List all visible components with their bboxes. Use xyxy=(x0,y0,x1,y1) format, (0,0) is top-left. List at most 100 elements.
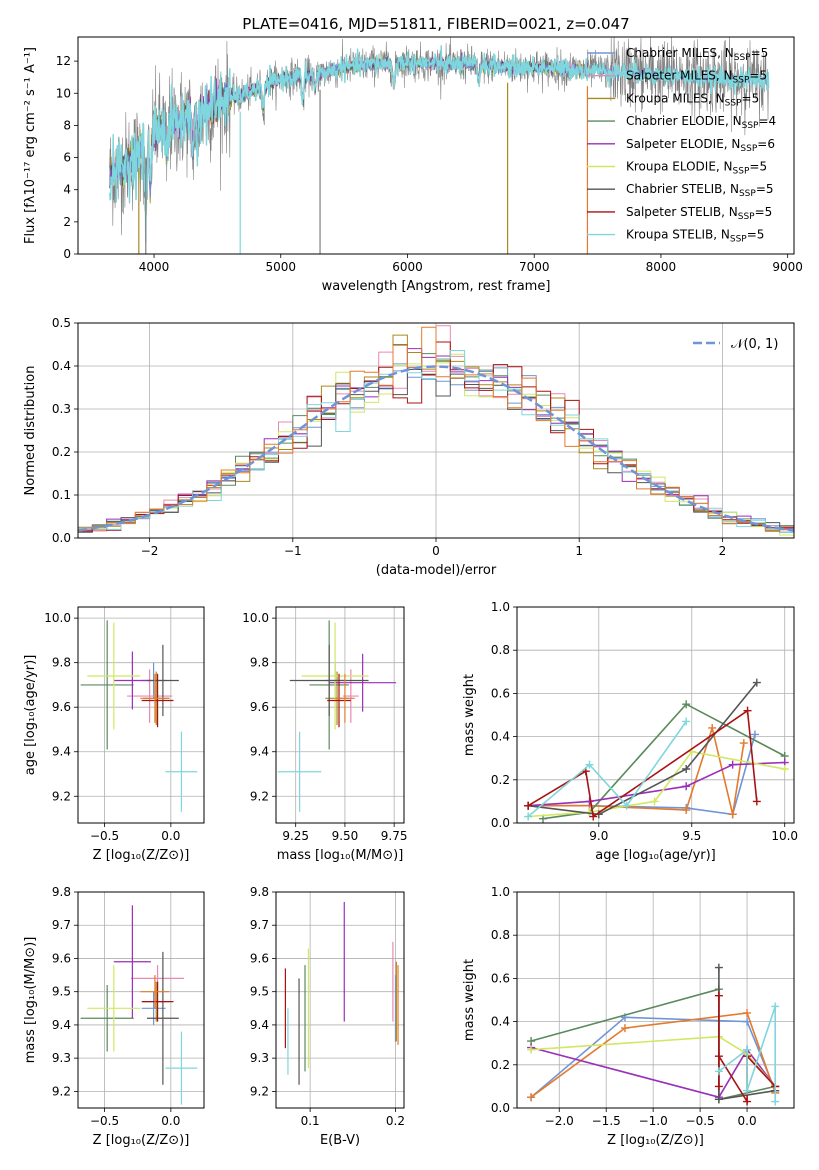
legend-label: Chabrier STELIB, N xyxy=(626,182,739,196)
weight-point-orange xyxy=(743,1008,752,1017)
legend-entry-normal: 𝒩(0, 1) xyxy=(731,337,778,352)
legend-suffix: =5 xyxy=(749,160,767,174)
errorbar-point-pink xyxy=(342,669,359,723)
errorbar-point-purple xyxy=(113,651,151,710)
y-tick-label: 0.0 xyxy=(491,1101,510,1115)
x-tick-label: −1 xyxy=(284,544,302,558)
y-tick-label: 9.2 xyxy=(52,789,71,803)
y-tick-label: 9.8 xyxy=(250,885,269,899)
legend-suffix: =6 xyxy=(757,137,775,151)
x-tick-label: 9000 xyxy=(772,260,803,274)
panel-weight_vs_age: 9.0 9.5 10.0 0.0 0.2 0.4 0.6 0.8 1.0 age [log₁₀(a… xyxy=(462,600,798,863)
x-tick-label: 8000 xyxy=(646,260,677,274)
x-axis-label: Z [log₁₀(Z/Z⊙)] xyxy=(93,848,190,863)
weight-point-cyan xyxy=(585,760,594,769)
plot-area-spectrum xyxy=(109,37,770,254)
x-tick-label: 9.5 xyxy=(682,829,701,843)
weight-point-darkgray xyxy=(714,1095,723,1104)
x-axis-label: Z [log₁₀(Z/Z⊙)] xyxy=(93,1133,190,1148)
y-tick-label: 0.3 xyxy=(52,402,71,416)
x-axis-label: Z [log₁₀(Z/Z⊙)] xyxy=(607,1133,704,1148)
y-tick-label: 9.5 xyxy=(52,985,71,999)
panel-residuals: −2 −1 0 1 2 0.0 0.1 0.2 0.3 0.4 0.5 (data-model)/er… xyxy=(23,316,795,578)
errorbar-point-yellowgreen xyxy=(87,622,141,730)
legend-sub: SSP xyxy=(733,76,750,86)
panel-mass_vs_ebv: 0.1 0.2 9.2 9.3 9.4 9.5 9.6 9.7 9.8 E(B-V) xyxy=(250,885,405,1148)
y-tick-label: 6 xyxy=(63,151,71,165)
histogram-cyan xyxy=(78,350,794,538)
weight-point-darkred xyxy=(752,797,761,806)
x-tick-label: 0.1 xyxy=(301,1114,320,1128)
plot-area-mass_vs_Z xyxy=(80,905,198,1105)
legend-label: Chabrier ELODIE, N xyxy=(626,114,742,128)
histogram-orange xyxy=(78,326,794,538)
weight-point-darkgray xyxy=(714,963,723,972)
y-tick-label: 9.6 xyxy=(250,951,269,965)
weight-point-darkred xyxy=(589,812,598,821)
y-tick-label: 0.5 xyxy=(52,316,71,330)
y-tick-label: 4 xyxy=(63,183,71,197)
grid-mass_vs_Z xyxy=(78,891,204,1108)
plot-area-weight_vs_Z xyxy=(527,963,780,1106)
x-tick-label: 9.0 xyxy=(589,829,608,843)
errorbar-point-cyan xyxy=(277,731,322,812)
y-tick-label: 0.0 xyxy=(491,816,510,830)
weight-point-cyan xyxy=(771,1097,780,1106)
axes-frame xyxy=(516,606,795,824)
axes-frame xyxy=(77,891,205,1109)
x-tick-label: 2 xyxy=(719,544,727,558)
legend-entry-2: Kroupa MILES, NSSP=5 xyxy=(626,91,759,108)
model-spectrum-cyan xyxy=(109,45,770,243)
weight-point-yellowgreen xyxy=(650,797,659,806)
weight-point-yellowgreen xyxy=(780,765,789,773)
legend-suffix: =5 xyxy=(751,46,769,60)
grid-mass_vs_ebv xyxy=(276,891,404,1108)
axes-frame xyxy=(275,606,405,824)
errorbar-point-purple xyxy=(329,653,397,712)
y-tick-label: 9.2 xyxy=(250,789,269,803)
y-tick-label: 2 xyxy=(63,215,71,229)
plot-area-mass_vs_ebv xyxy=(284,901,399,1085)
errorbar-point-cyan xyxy=(165,1031,198,1105)
weight-point-cyan xyxy=(622,801,631,810)
x-tick-label: 10.0 xyxy=(771,829,798,843)
errorbar-point-cyan xyxy=(165,731,198,812)
x-tick-label: −0.5 xyxy=(90,1114,119,1128)
weight-point-darkgray xyxy=(682,765,691,773)
x-axis-label: (data-model)/error xyxy=(376,563,497,578)
y-tick-label: 9.5 xyxy=(250,985,269,999)
panel-age_vs_Z: −0.5 0.0 9.2 9.4 9.6 9.8 10.0 Z [log₁₀(Z/Z⊙)] ag… xyxy=(23,606,205,863)
errorbar-point-darkgray xyxy=(289,644,369,717)
y-tick-label: 8 xyxy=(63,118,71,132)
legend-label: Salpeter MILES, N xyxy=(626,69,733,83)
legend-suffix: =5 xyxy=(742,91,760,105)
x-tick-label: 7000 xyxy=(519,260,550,274)
errorbar-point-yellowgreen xyxy=(301,622,369,730)
y-tick-label: 9.3 xyxy=(250,1051,269,1065)
y-tick-label: 0.4 xyxy=(491,730,510,744)
weight-point-cyan xyxy=(682,717,691,726)
y-axis-label: mass weight xyxy=(462,959,477,1041)
weight-point-orange xyxy=(708,723,717,732)
y-tick-label: 0.2 xyxy=(491,773,510,787)
y-tick-label: 0.4 xyxy=(52,359,71,373)
weight-point-green xyxy=(682,700,691,709)
axes-frame xyxy=(77,606,205,824)
legend-entry-8: Kroupa STELIB, NSSP=5 xyxy=(626,228,764,245)
y-axis-label: Flux [fλ10⁻¹⁷ erg cm⁻² s⁻¹ A⁻¹] xyxy=(23,47,38,244)
x-tick-label: −2 xyxy=(141,544,159,558)
y-tick-label: 0.6 xyxy=(491,971,510,985)
errorbar-point-pink xyxy=(127,669,173,723)
weight-point-cyan xyxy=(743,1045,752,1054)
grid-age_vs_Z xyxy=(78,607,204,823)
grid-age_vs_mass xyxy=(276,607,404,823)
y-tick-label: 0.8 xyxy=(491,928,510,942)
x-tick-label: −0.5 xyxy=(90,829,119,843)
errorbar-point-yellowgreen xyxy=(87,965,141,1052)
legend-suffix: =5 xyxy=(756,182,774,196)
y-tick-label: 0.2 xyxy=(52,445,71,459)
x-tick-label: 4000 xyxy=(139,260,170,274)
legend-sub: SSP xyxy=(740,144,757,154)
errorbar-point-darkred xyxy=(327,673,351,728)
